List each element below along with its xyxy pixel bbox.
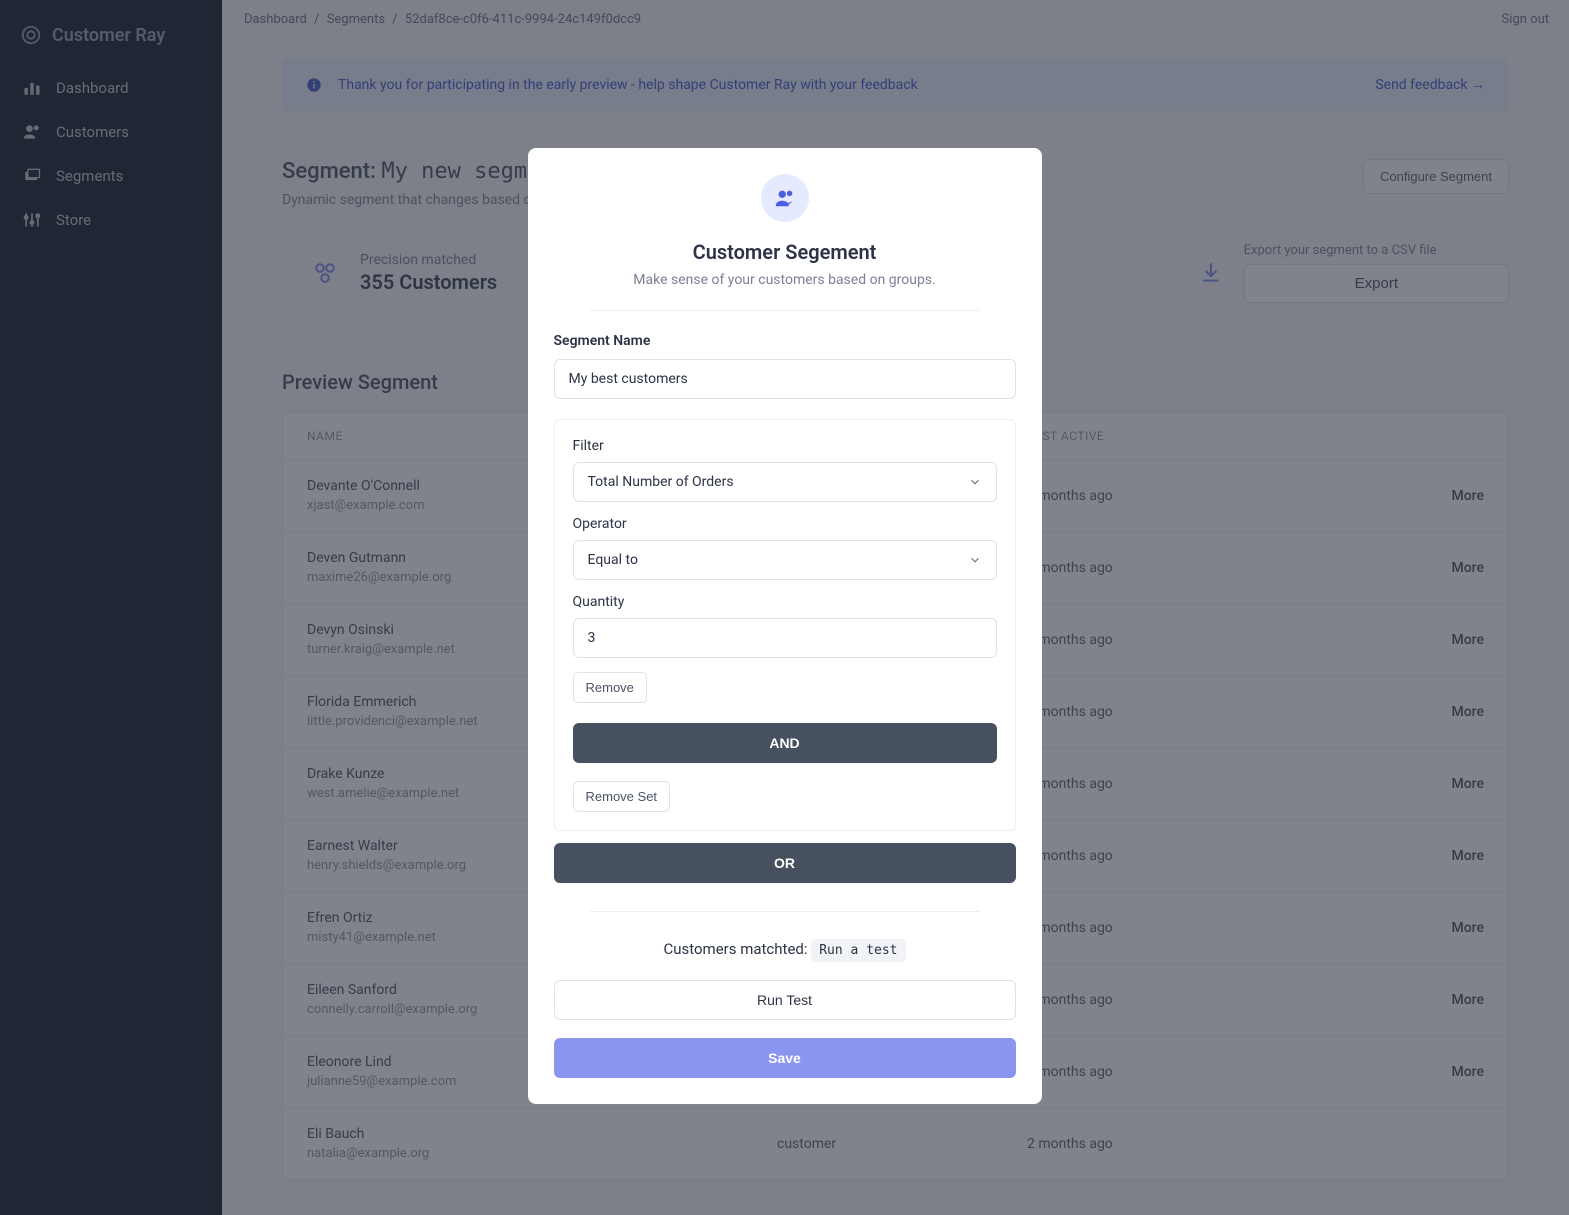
modal-subtitle: Make sense of your customers based on gr…	[554, 272, 1016, 288]
segment-name-label: Segment Name	[554, 333, 1016, 349]
divider	[590, 911, 980, 912]
filter-label: Filter	[573, 438, 997, 454]
run-test-button[interactable]: Run Test	[554, 980, 1016, 1020]
remove-filter-button[interactable]: Remove	[573, 672, 647, 703]
segment-name-input[interactable]	[554, 359, 1016, 399]
chevron-down-icon	[968, 553, 982, 567]
modal-users-icon	[761, 174, 809, 222]
chevron-down-icon	[968, 475, 982, 489]
modal-overlay[interactable]: Customer Segement Make sense of your cus…	[0, 0, 1569, 1215]
quantity-label: Quantity	[573, 594, 997, 610]
quantity-input[interactable]	[573, 618, 997, 658]
operator-select[interactable]: Equal to	[573, 540, 997, 580]
filter-select[interactable]: Total Number of Orders	[573, 462, 997, 502]
customers-matched-row: Customers matchted: Run a test	[554, 940, 1016, 958]
matched-count-badge: Run a test	[811, 939, 905, 962]
operator-label: Operator	[573, 516, 997, 532]
and-button[interactable]: AND	[573, 723, 997, 763]
remove-set-button[interactable]: Remove Set	[573, 781, 671, 812]
filter-group: Filter Total Number of Orders Operator E…	[554, 419, 1016, 831]
or-button[interactable]: OR	[554, 843, 1016, 883]
divider	[590, 310, 980, 311]
modal-title: Customer Segement	[554, 240, 1016, 264]
save-button[interactable]: Save	[554, 1038, 1016, 1078]
segment-modal: Customer Segement Make sense of your cus…	[528, 148, 1042, 1104]
